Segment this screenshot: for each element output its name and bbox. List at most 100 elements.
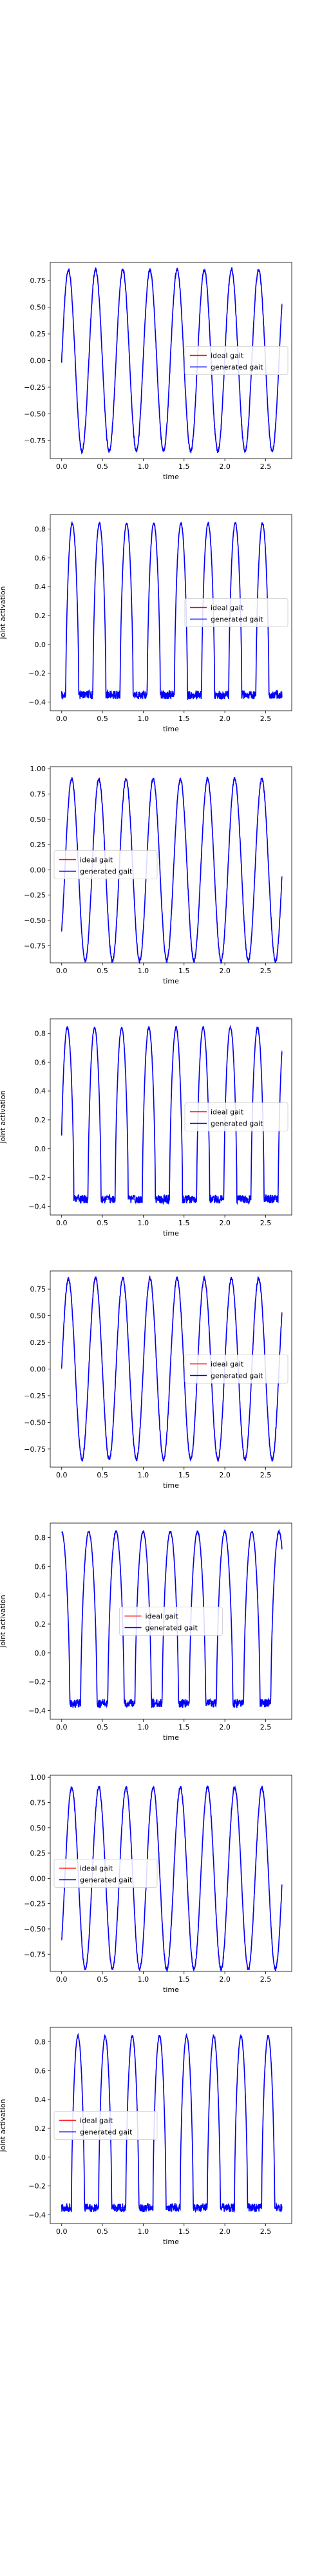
y-tick-label: 0.4 <box>35 1087 46 1095</box>
legend-label: ideal gait <box>80 1865 113 1873</box>
subplot-3: 0.0 0.5 1.0 1.5 2.0 2.5 −0.75 −0.50 −0.25 0.00 0.2… <box>24 765 292 985</box>
y-tick-label: 0.4 <box>35 583 46 591</box>
series-line-generated-gait <box>61 2032 283 2213</box>
y-axis-label: joint activation <box>0 586 7 639</box>
x-tick-label: 0.5 <box>97 462 108 471</box>
legend-label: ideal gait <box>80 2117 113 2125</box>
x-tick-label: 2.0 <box>219 967 231 975</box>
legend-label: generated gait <box>211 363 263 372</box>
x-tick-label: 2.5 <box>260 1975 272 1984</box>
legend-label: ideal gait <box>211 1108 244 1117</box>
y-tick-label: 0.00 <box>30 866 46 874</box>
legend-label: ideal gait <box>211 604 244 612</box>
y-tick-label: −0.50 <box>24 1418 46 1427</box>
y-axis-label: joint activation <box>0 1594 7 1648</box>
x-tick-label: 2.0 <box>219 1471 231 1479</box>
y-tick-label: 0.0 <box>35 1649 46 1658</box>
y-axis-label: joint activation <box>0 2099 7 2152</box>
legend: ideal gait generated gait <box>53 1859 158 1888</box>
x-tick-label: 2.5 <box>260 967 272 975</box>
x-tick-label: 1.0 <box>138 715 149 723</box>
x-tick-label: 1.5 <box>178 967 190 975</box>
y-tick-label: 0.4 <box>35 2096 46 2104</box>
legend-label: generated gait <box>80 868 133 876</box>
x-tick-label: 0.0 <box>56 1723 68 1731</box>
y-tick-label: 0.6 <box>35 1058 46 1066</box>
y-tick-label: 0.2 <box>35 612 46 620</box>
legend: ideal gait generated gait <box>119 1607 223 1636</box>
legend-label: generated gait <box>146 1624 198 1632</box>
legend-box <box>53 850 158 879</box>
x-tick-label: 2.0 <box>219 715 231 723</box>
y-tick-label: 0.4 <box>35 1591 46 1600</box>
y-tick-label: −0.50 <box>24 917 46 925</box>
legend: ideal gait generated gait <box>184 1355 289 1384</box>
x-tick-label: 2.5 <box>260 715 272 723</box>
legend-label: ideal gait <box>146 1612 179 1621</box>
y-tick-label: 0.8 <box>35 1029 46 1037</box>
x-tick-label: 1.0 <box>138 462 149 471</box>
x-tick-label: 2.0 <box>219 1975 231 1984</box>
y-tick-label: 0.25 <box>30 1338 46 1347</box>
x-axis-label: time <box>163 1986 179 1994</box>
y-tick-label: −0.2 <box>28 1174 46 1182</box>
y-tick-label: 0.0 <box>35 2153 46 2162</box>
y-tick-label: 0.50 <box>30 1824 46 1832</box>
legend-label: generated gait <box>211 1120 263 1128</box>
legend-label: generated gait <box>211 1372 263 1380</box>
x-tick-label: 0.5 <box>97 1723 108 1731</box>
y-tick-label: 1.00 <box>30 1773 46 1782</box>
y-tick-label: 0.75 <box>30 1285 46 1293</box>
series-line-generated-gait <box>61 1025 283 1205</box>
y-tick-label: −0.25 <box>24 383 46 392</box>
series-line-generated-gait <box>61 266 283 455</box>
legend: ideal gait generated gait <box>53 850 158 879</box>
y-tick-label: 0.2 <box>35 1620 46 1629</box>
x-tick-label: 1.5 <box>178 462 190 471</box>
x-tick-label: 1.5 <box>178 1723 190 1731</box>
y-tick-label: 0.50 <box>30 816 46 824</box>
x-tick-label: 2.5 <box>260 462 272 471</box>
x-tick-label: 0.5 <box>97 1219 108 1227</box>
legend: ideal gait generated gait <box>184 598 289 627</box>
subplot-2: 0.0 0.5 1.0 1.5 2.0 2.5 −0.4 −0.2 0.0 0.2 0.4 0.6 0.… <box>0 514 292 733</box>
y-tick-label: 0.25 <box>30 841 46 849</box>
x-tick-label: 2.0 <box>219 1723 231 1731</box>
y-tick-label: 0.75 <box>30 1798 46 1807</box>
x-tick-label: 2.5 <box>260 1471 272 1479</box>
x-tick-label: 1.5 <box>178 1975 190 1984</box>
subplot-4: 0.0 0.5 1.0 1.5 2.0 2.5 −0.4 −0.2 0.0 0.2 0.4 0.6 0.… <box>0 1018 292 1238</box>
y-tick-label: −0.25 <box>24 891 46 900</box>
series-line-generated-gait <box>61 1275 283 1463</box>
x-tick-label: 1.5 <box>178 715 190 723</box>
y-tick-label: 0.8 <box>35 2038 46 2046</box>
x-tick-label: 0.5 <box>97 967 108 975</box>
subplot-8: 0.0 0.5 1.0 1.5 2.0 2.5 −0.4 −0.2 0.0 0.2 0.4 0.6 0.… <box>0 2027 292 2246</box>
x-tick-label: 1.0 <box>138 2227 149 2236</box>
y-tick-label: 0.00 <box>30 357 46 365</box>
y-tick-label: 0.00 <box>30 1366 46 1374</box>
x-tick-label: 2.0 <box>219 462 231 471</box>
y-tick-label: −0.25 <box>24 1392 46 1400</box>
legend-box <box>53 2111 158 2140</box>
x-tick-label: 0.0 <box>56 967 68 975</box>
y-tick-label: 0.0 <box>35 1145 46 1153</box>
y-tick-label: 0.6 <box>35 1562 46 1571</box>
x-tick-label: 0.5 <box>97 1975 108 1984</box>
legend-label: ideal gait <box>211 1360 244 1369</box>
legend: ideal gait generated gait <box>184 1102 289 1131</box>
x-axis-label: time <box>163 2238 179 2246</box>
legend: ideal gait generated gait <box>184 346 289 375</box>
x-axis-label: time <box>163 473 179 481</box>
x-tick-label: 2.5 <box>260 2227 272 2236</box>
y-tick-label: −0.75 <box>24 942 46 950</box>
x-tick-label: 2.5 <box>260 1219 272 1227</box>
y-axis-label: joint activation <box>0 1090 7 1144</box>
x-tick-label: 0.5 <box>97 1471 108 1479</box>
y-tick-label: −0.2 <box>28 670 46 678</box>
y-tick-label: 0.00 <box>30 1874 46 1883</box>
x-tick-label: 2.0 <box>219 1219 231 1227</box>
x-tick-label: 1.0 <box>138 1975 149 1984</box>
x-axis-label: time <box>163 725 179 733</box>
